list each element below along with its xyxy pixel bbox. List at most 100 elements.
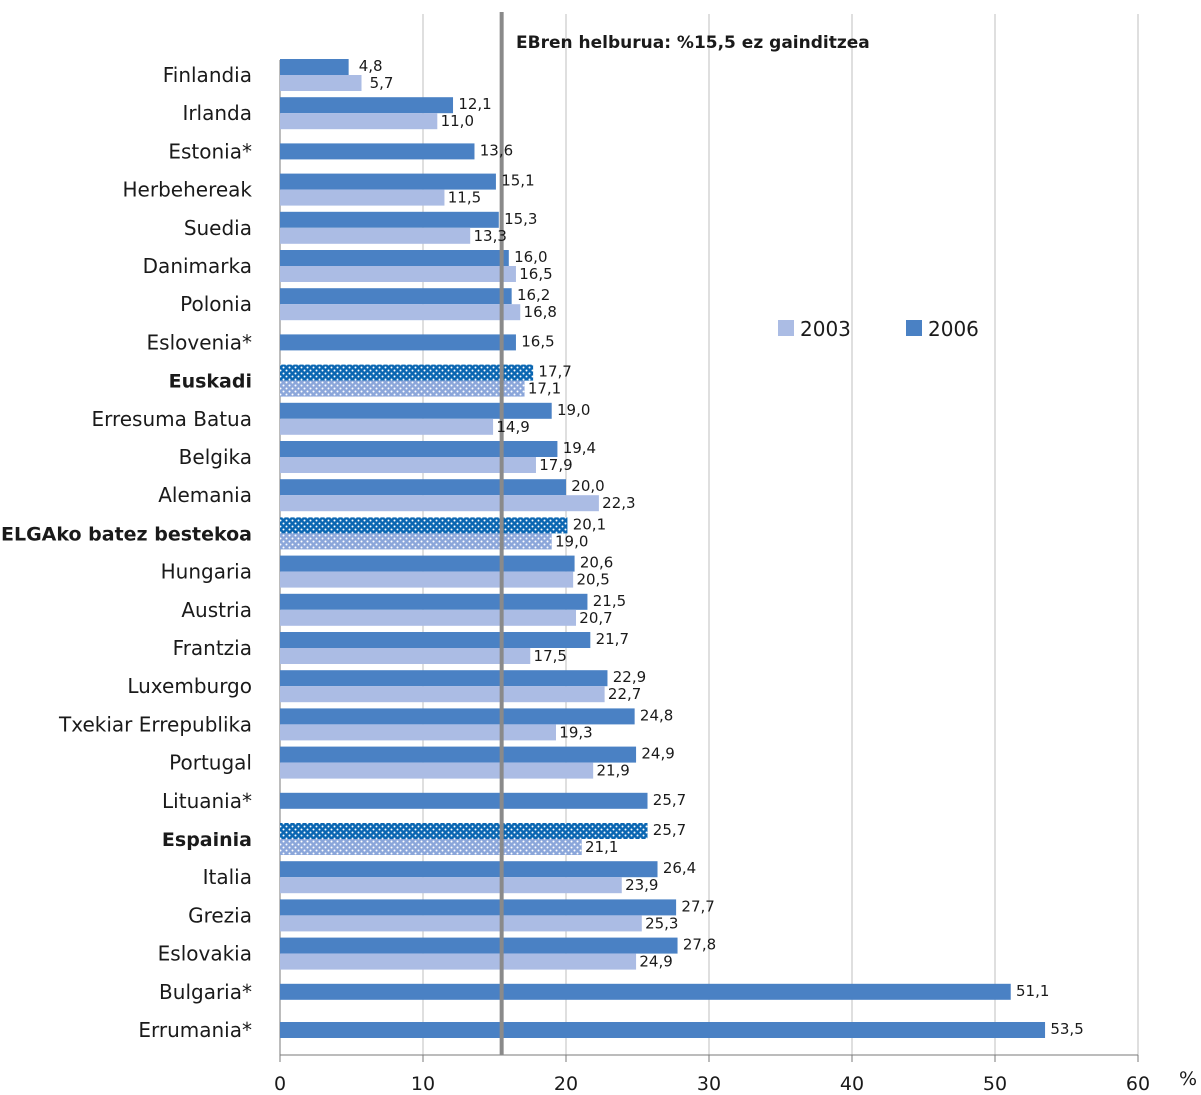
bar-2003 — [280, 189, 445, 206]
category-label: Hungaria — [161, 560, 252, 584]
category-label: Alemania — [158, 483, 252, 507]
bar-2006 — [280, 59, 349, 75]
value-label-2003: 16,5 — [519, 265, 552, 283]
x-tick-label: 40 — [840, 1073, 864, 1095]
legend-swatch-2006 — [906, 320, 922, 336]
category-label: Polonia — [180, 292, 252, 316]
x-tick-label: 10 — [411, 1073, 435, 1095]
x-tick-label: 0 — [274, 1073, 286, 1095]
bar-2006 — [280, 97, 454, 114]
value-label-2006: 4,8 — [359, 57, 383, 75]
bar-2006 — [280, 937, 678, 954]
category-label: Bulgaria* — [159, 980, 252, 1004]
category-label: Austria — [181, 598, 252, 622]
bar-2003 — [280, 724, 556, 741]
value-label-2006: 27,7 — [681, 897, 714, 915]
bar-2006 — [280, 593, 588, 610]
category-label: Estonia* — [168, 139, 252, 163]
bar-2006 — [280, 402, 552, 419]
category-label: ELGAko batez bestekoa — [1, 523, 252, 545]
value-label-2006: 25,7 — [653, 821, 686, 839]
category-label: Herbehereak — [123, 178, 253, 202]
bar-2003 — [280, 227, 471, 244]
legend-label-2006: 2006 — [928, 317, 979, 341]
bar-2006 — [280, 983, 1011, 1000]
bar-2006 — [280, 746, 637, 763]
value-label-2003: 17,9 — [539, 456, 572, 474]
bar-2006 — [280, 670, 608, 687]
bar-2006 — [280, 441, 558, 457]
value-label-2006: 26,4 — [663, 859, 696, 877]
bar-2003 — [280, 457, 536, 473]
value-label-2003: 20,5 — [576, 571, 609, 589]
value-label-2006: 21,7 — [596, 630, 629, 648]
bar-2006 — [280, 632, 591, 648]
value-label-2006: 24,9 — [641, 745, 674, 763]
bar-2003 — [280, 533, 552, 550]
bar-2006 — [280, 792, 648, 809]
bar-2006 — [280, 250, 509, 266]
bar-2006 — [280, 861, 658, 878]
value-label-2003: 13,3 — [473, 227, 506, 245]
legend-label-2003: 2003 — [800, 317, 851, 341]
bar-2003 — [280, 113, 438, 130]
category-label: Espainia — [162, 829, 252, 851]
bar-2003 — [280, 839, 582, 855]
value-label-2006: 12,1 — [458, 95, 491, 113]
value-label-2003: 24,9 — [639, 953, 672, 971]
value-label-2006: 15,1 — [501, 172, 534, 190]
value-label-2006: 20,6 — [580, 554, 613, 572]
bar-2003 — [280, 762, 594, 779]
value-label-2003: 22,7 — [608, 685, 641, 703]
bar-2006 — [280, 364, 534, 381]
bar-2006 — [280, 479, 566, 496]
value-label-2003: 5,7 — [370, 74, 394, 92]
bar-2003 — [280, 915, 642, 932]
category-label: Frantzia — [173, 636, 252, 660]
value-label-2006: 15,3 — [504, 210, 537, 228]
value-label-2006: 51,1 — [1016, 982, 1049, 1000]
value-label-2006: 21,5 — [593, 592, 626, 610]
bar-2006 — [280, 1022, 1046, 1038]
value-label-2006: 16,5 — [521, 332, 554, 350]
bar-2006 — [280, 517, 568, 534]
category-label: Lituania* — [162, 789, 252, 813]
value-label-2006: 20,0 — [571, 477, 604, 495]
category-label: Eslovakia — [158, 942, 252, 966]
value-label-2006: 53,5 — [1050, 1020, 1083, 1038]
bar-2006 — [280, 555, 575, 572]
bars — [280, 59, 1046, 1038]
x-tick-label: 60 — [1126, 1073, 1150, 1095]
value-label-2006: 22,9 — [613, 668, 646, 686]
bar-2006 — [280, 211, 499, 228]
value-label-2003: 11,0 — [441, 112, 474, 130]
bar-2003 — [280, 609, 577, 626]
value-label-2006: 20,1 — [573, 515, 606, 533]
legend: 2003 2006 — [778, 317, 979, 341]
bar-2006 — [280, 334, 516, 351]
value-label-2003: 22,3 — [602, 494, 635, 512]
bar-2006 — [280, 143, 475, 160]
value-label-2006: 19,0 — [557, 401, 590, 419]
bar-2003 — [280, 304, 521, 321]
category-label: Irlanda — [182, 101, 252, 125]
value-label-2003: 16,8 — [524, 303, 557, 321]
category-label: Finlandia — [163, 63, 252, 87]
value-label-2006: 17,7 — [538, 363, 571, 381]
category-label: Suedia — [184, 216, 252, 240]
x-tick-label: 30 — [697, 1073, 721, 1095]
category-label: Danimarka — [143, 254, 252, 278]
bar-2006 — [280, 173, 496, 190]
bar-2003 — [280, 418, 494, 435]
category-label: Grezia — [188, 903, 252, 927]
bar-2003 — [280, 495, 599, 512]
value-label-2006: 19,4 — [563, 439, 596, 457]
value-label-2003: 23,9 — [625, 876, 658, 894]
value-label-2003: 19,3 — [559, 723, 592, 741]
value-label-2003: 20,7 — [579, 609, 612, 627]
legend-swatch-2003 — [778, 320, 794, 336]
bar-2003 — [280, 380, 525, 397]
bar-2003 — [280, 953, 637, 970]
bar-2006 — [280, 823, 648, 839]
